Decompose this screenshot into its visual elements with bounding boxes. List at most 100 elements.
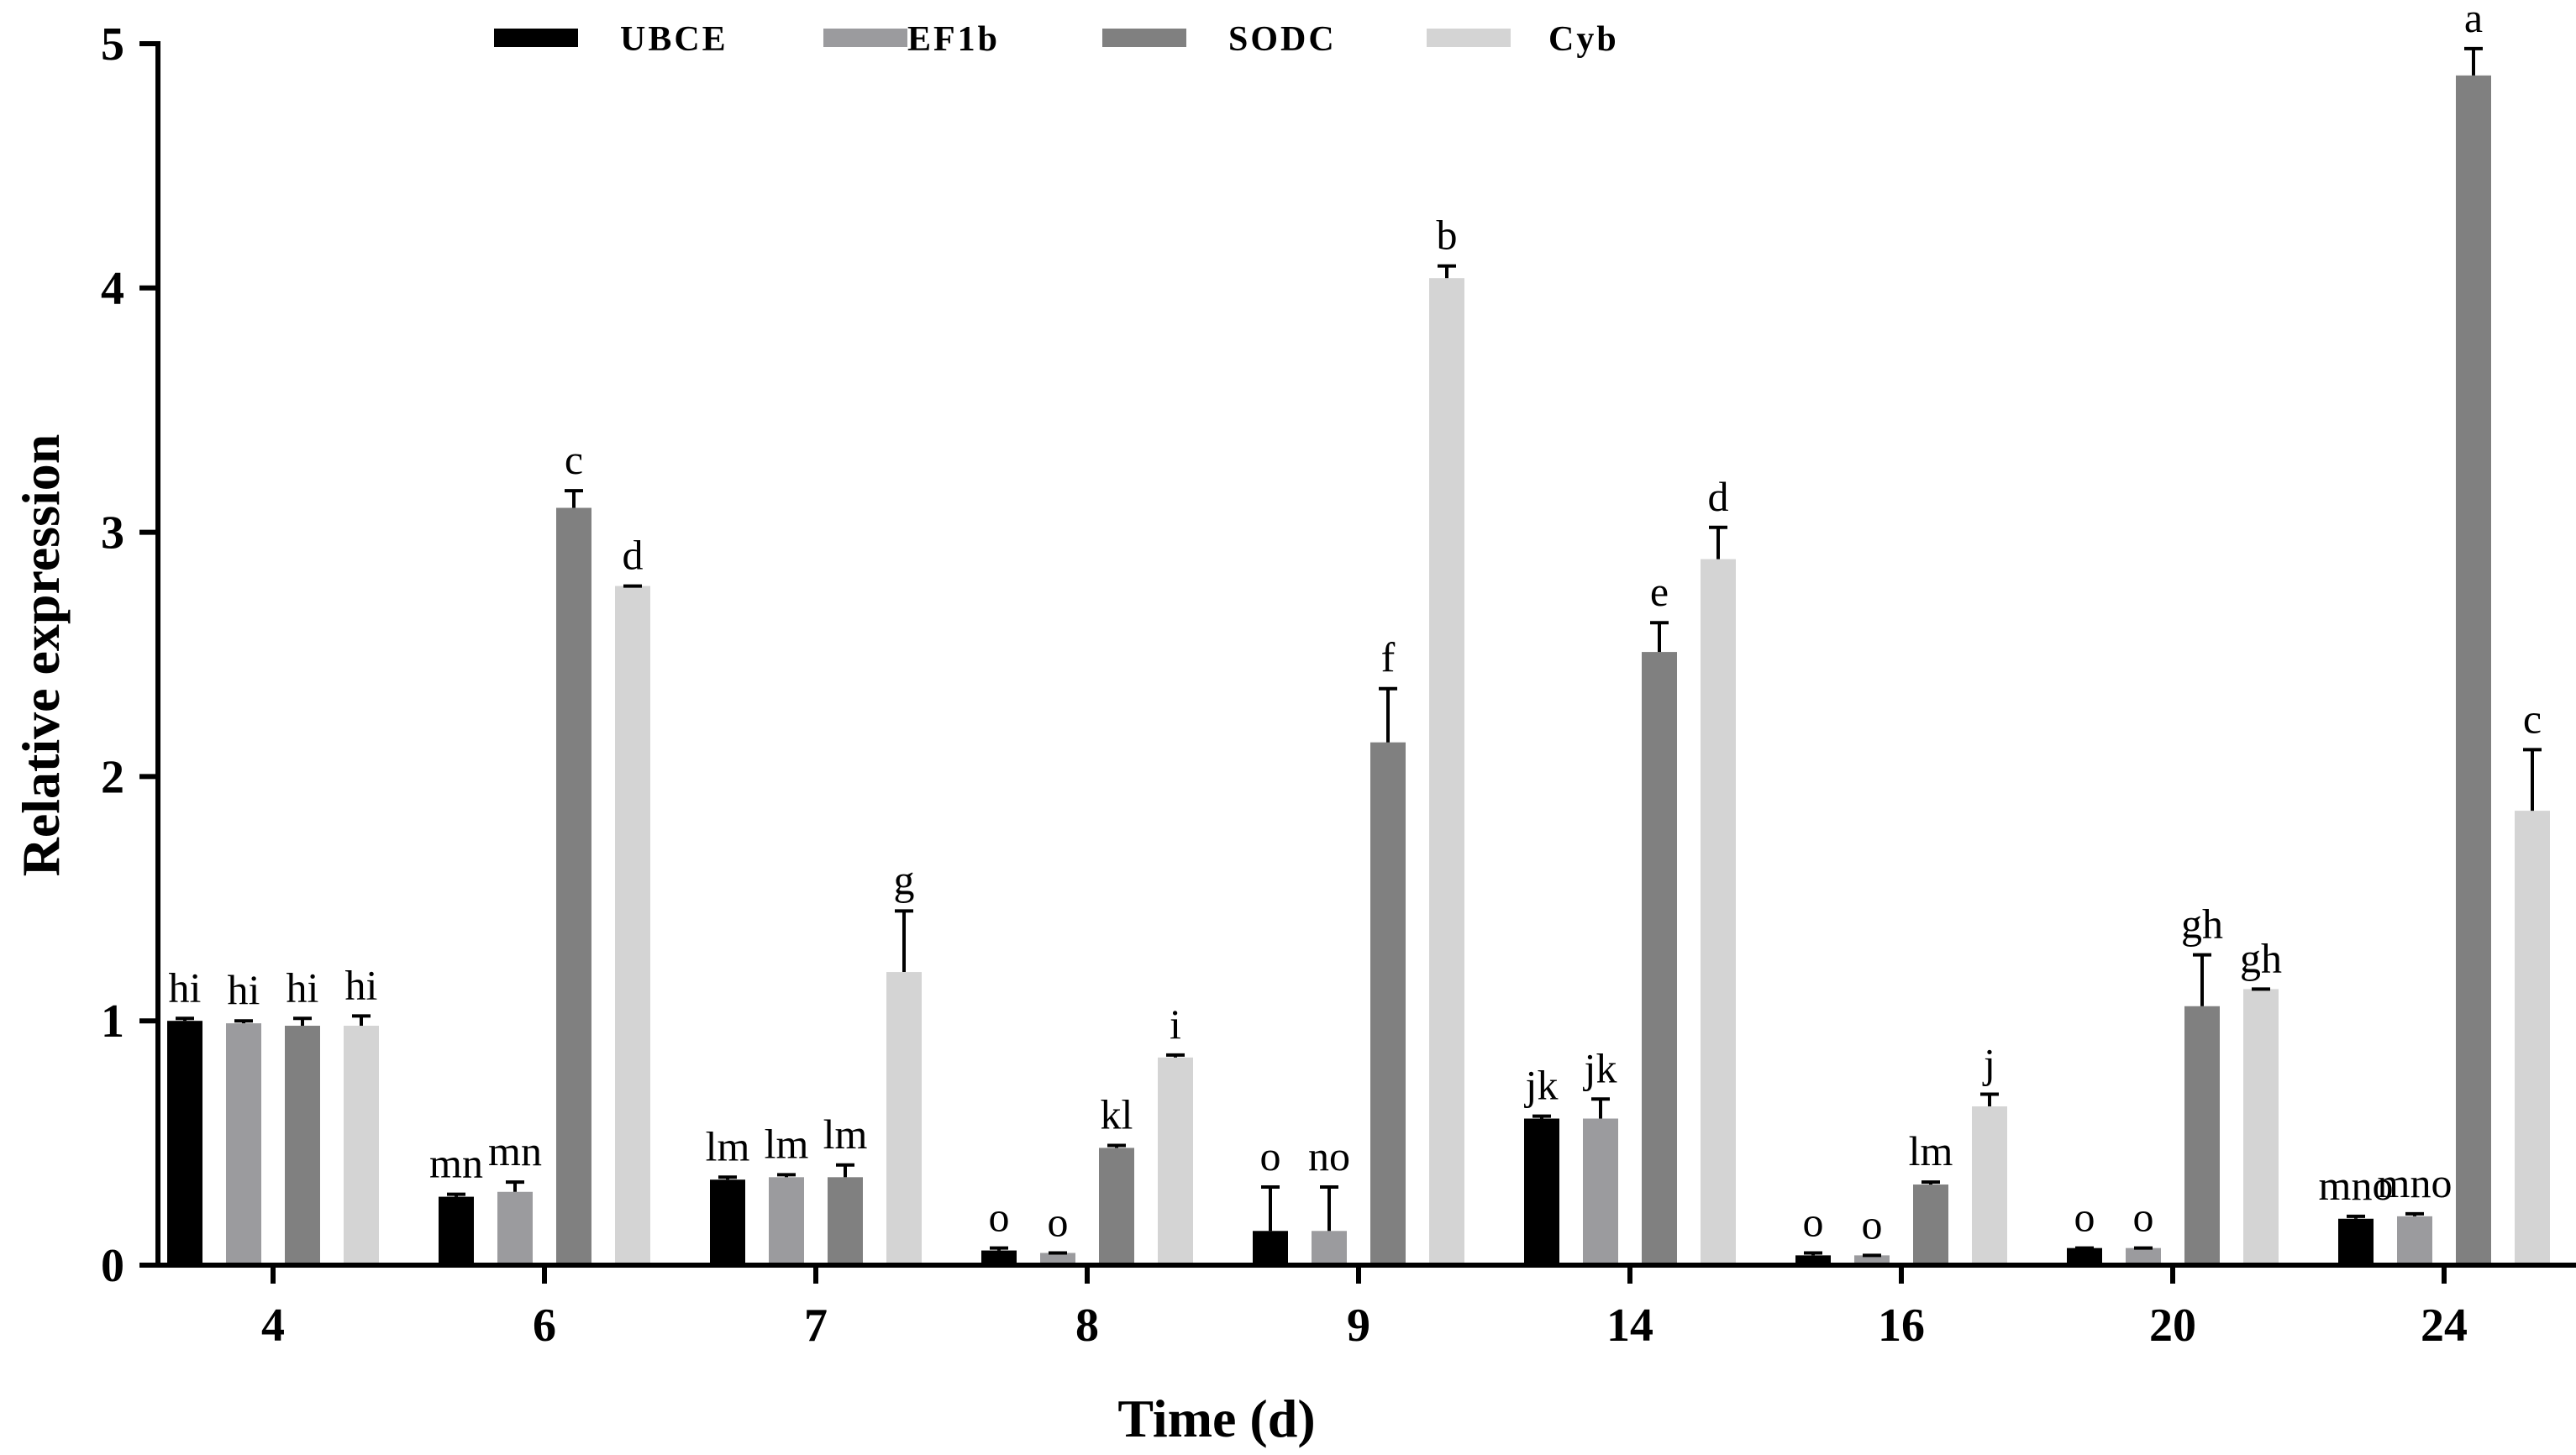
bar-sodc-4	[285, 1026, 320, 1265]
significance-label: g	[894, 856, 915, 903]
significance-label: o	[1862, 1200, 1883, 1248]
legend-swatch-sodc	[1102, 29, 1186, 47]
bar-cyb-14	[1701, 559, 1736, 1265]
bar-ef1b-16	[1854, 1255, 1890, 1265]
significance-label: hi	[287, 964, 319, 1011]
significance-label: jk	[1524, 1062, 1559, 1109]
x-tick-label: 7	[804, 1300, 828, 1352]
bar-sodc-14	[1642, 652, 1677, 1265]
bar-ef1b-6	[497, 1191, 533, 1265]
significance-label: o	[1803, 1198, 1824, 1245]
bar-ubce-9	[1253, 1231, 1288, 1265]
significance-label: lm	[765, 1120, 809, 1167]
axes: 0 1 2 3 4 5 4 6 7 8 9 14 16 20 24	[101, 18, 2576, 1352]
bar-sodc-7	[828, 1177, 863, 1265]
bar-ef1b-4	[226, 1023, 261, 1265]
bar-ubce-14	[1524, 1118, 1559, 1265]
bar-cyb-7	[886, 972, 922, 1265]
bar-ef1b-14	[1583, 1118, 1618, 1265]
bar-sodc-20	[2184, 1006, 2220, 1265]
bar-ubce-24	[2338, 1218, 2374, 1265]
bar-cyb-6	[615, 586, 650, 1265]
bar-ubce-4	[167, 1021, 202, 1265]
legend-label-cyb: Cyb	[1548, 20, 1619, 59]
bar-ef1b-24	[2397, 1216, 2432, 1265]
x-tick-label: 16	[1878, 1300, 1925, 1352]
significance-label: mno	[2378, 1159, 2452, 1206]
bar-cyb-16	[1972, 1106, 2007, 1265]
significance-label: no	[1308, 1132, 1350, 1179]
bar-ef1b-20	[2126, 1248, 2161, 1265]
significance-label: gh	[2240, 934, 2282, 981]
x-tick-label: 14	[1606, 1300, 1653, 1352]
significance-label: d	[623, 532, 644, 579]
bar-ef1b-7	[769, 1177, 804, 1265]
significance-label: o	[2133, 1194, 2154, 1241]
significance-label: c	[2523, 695, 2542, 742]
y-tick-label: 0	[101, 1240, 124, 1292]
significance-label: mn	[429, 1140, 483, 1187]
error-bars-layer	[176, 46, 2542, 1258]
significance-label: hi	[228, 966, 260, 1013]
significance-label: kl	[1101, 1091, 1133, 1138]
legend-label-sodc: SODC	[1228, 20, 1337, 59]
bar-ubce-20	[2067, 1248, 2102, 1265]
significance-label: hi	[345, 961, 378, 1008]
y-tick-label: 3	[101, 507, 124, 559]
x-axis-ticks: 4 6 7 8 9 14 16 20 24	[261, 1265, 2468, 1352]
legend-swatch-ubce	[494, 29, 578, 47]
bar-sodc-16	[1913, 1184, 1948, 1265]
legend-swatch-ef1b	[823, 29, 907, 47]
bar-sodc-6	[556, 507, 591, 1265]
bar-ubce-8	[981, 1250, 1017, 1265]
significance-label: b	[1437, 212, 1458, 259]
legend-swatch-cyb	[1427, 29, 1511, 47]
legend: UBCE EF1b SODC Cyb	[494, 20, 1619, 59]
significance-label: o	[1048, 1198, 1069, 1245]
bars-layer	[167, 75, 2550, 1266]
x-tick-label: 9	[1347, 1300, 1370, 1352]
significance-label: jk	[1583, 1044, 1617, 1091]
x-tick-label: 24	[2421, 1300, 2468, 1352]
bar-sodc-24	[2456, 75, 2491, 1266]
x-tick-label: 8	[1075, 1300, 1099, 1352]
significance-label: j	[1982, 1039, 1995, 1086]
x-tick-label: 6	[533, 1300, 556, 1352]
bar-ubce-6	[439, 1196, 474, 1265]
significance-label: c	[565, 436, 583, 483]
significance-label: e	[1650, 568, 1669, 615]
significance-label: d	[1708, 473, 1729, 520]
bar-cyb-4	[344, 1026, 379, 1265]
significance-label: gh	[2181, 901, 2223, 948]
significance-label: f	[1381, 634, 1396, 681]
bar-cyb-20	[2243, 989, 2279, 1265]
significance-label: a	[2464, 0, 2483, 41]
y-tick-label: 1	[101, 995, 124, 1048]
x-axis-title: Time (d)	[1117, 1389, 1315, 1448]
y-axis-title: Relative expression	[11, 434, 71, 877]
significance-label: o	[989, 1194, 1010, 1241]
significance-label: mn	[488, 1127, 542, 1174]
significance-label: hi	[169, 964, 202, 1011]
bar-ubce-16	[1795, 1255, 1831, 1265]
y-axis-ticks: 0 1 2 3 4 5	[101, 18, 158, 1292]
y-tick-label: 5	[101, 18, 124, 71]
y-tick-label: 2	[101, 751, 124, 803]
legend-label-ubce: UBCE	[620, 20, 728, 59]
bar-ubce-7	[710, 1179, 745, 1265]
bar-cyb-9	[1429, 278, 1464, 1266]
y-tick-label: 4	[101, 263, 124, 315]
bar-ef1b-9	[1312, 1231, 1347, 1265]
bar-sodc-9	[1370, 742, 1406, 1265]
x-tick-label: 20	[2149, 1300, 2196, 1352]
significance-label: lm	[1909, 1127, 1953, 1174]
legend-label-ef1b: EF1b	[907, 20, 1000, 59]
bar-sodc-8	[1099, 1148, 1134, 1265]
significance-label: o	[1260, 1132, 1281, 1179]
significance-label: o	[2074, 1194, 2095, 1241]
bar-ef1b-8	[1040, 1253, 1075, 1265]
x-tick-label: 4	[261, 1300, 285, 1352]
